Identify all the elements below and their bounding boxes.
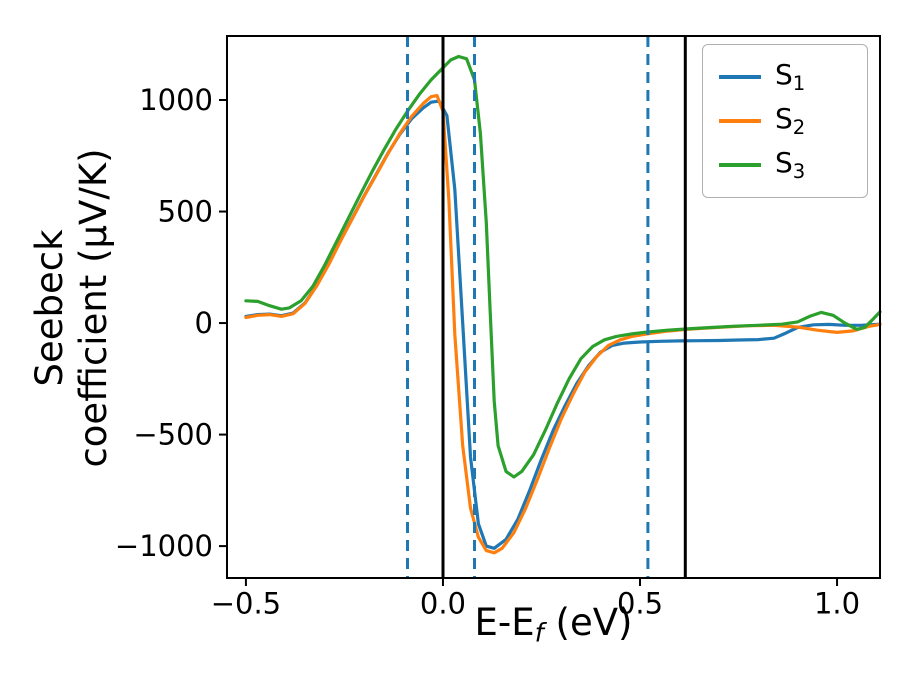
legend-line-swatch-s2: [719, 119, 761, 123]
legend-label-s2: S2: [775, 101, 806, 139]
x-axis-label-suffix: (eV): [543, 601, 633, 644]
y-axis-label: Seebeck coefficient (μV/K): [27, 0, 117, 632]
series-line-s3: [244, 54, 882, 479]
legend-entry-s1: S1: [703, 55, 867, 99]
legend-entry-s3: S3: [703, 143, 867, 187]
legend-label-s1: S1: [775, 57, 806, 95]
legend-label-s3: S3: [775, 145, 806, 183]
x-tick-label: 1.0: [814, 587, 860, 621]
y-tick-label: 1000: [139, 83, 213, 117]
legend-entry-s2: S2: [703, 99, 867, 143]
x-axis-label-prefix: E-E: [474, 601, 535, 644]
x-tick-label: 0.0: [420, 587, 466, 621]
legend-line-swatch-s1: [719, 75, 761, 79]
legend-line-swatch-s3: [719, 163, 761, 167]
plot-frame: [226, 35, 881, 579]
x-tick-label: −0.5: [211, 587, 281, 621]
y-axis-label-line1: Seebeck: [28, 229, 72, 387]
x-axis-label: E-Ef (eV): [227, 601, 880, 648]
y-axis-label-line2: coefficient (μV/K): [72, 148, 115, 468]
y-tick-label: 0: [195, 306, 213, 340]
x-axis-label-subscript: f: [534, 618, 544, 649]
legend: S1 S2 S3: [702, 44, 868, 198]
y-tick-label: −500: [133, 418, 213, 452]
y-tick-label: −1000: [115, 529, 213, 563]
x-tick-label: 0.5: [617, 587, 663, 621]
y-tick-label: 500: [158, 195, 213, 229]
